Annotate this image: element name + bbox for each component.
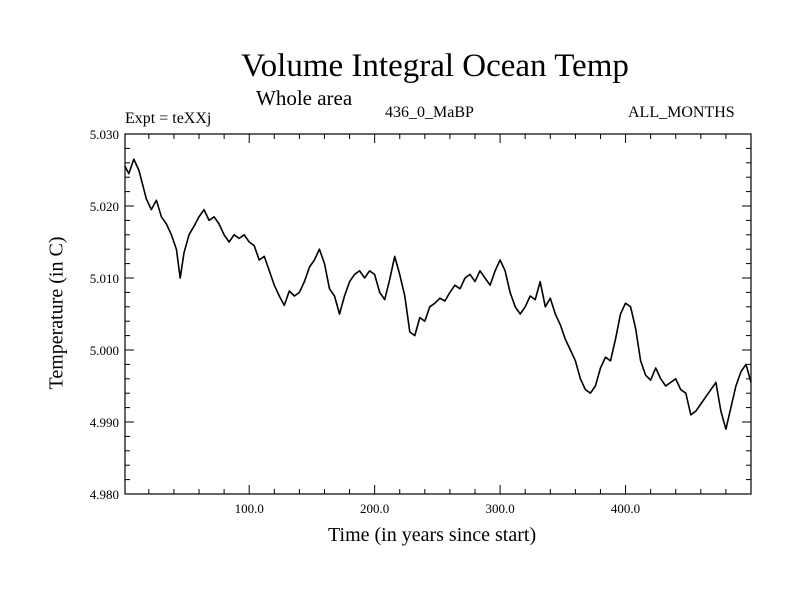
y-tick-label: 4.990 (90, 415, 119, 430)
run-label: 436_0_MaBP (385, 104, 474, 121)
series-layer (124, 158, 752, 431)
x-tick-label: 400.0 (611, 501, 640, 516)
y-tick-label: 5.030 (90, 127, 119, 142)
y-tick-label: 5.010 (90, 271, 119, 286)
y-tick-label: 5.000 (90, 343, 119, 358)
y-tick-label: 4.980 (90, 487, 119, 502)
chart-subtitle: Whole area (256, 86, 353, 110)
x-tick-label: 100.0 (235, 501, 264, 516)
experiment-label: Expt = teXXj (125, 110, 212, 127)
x-tick-label: 200.0 (360, 501, 389, 516)
series-line (124, 158, 752, 431)
chart-title: Volume Integral Ocean Temp (241, 48, 629, 84)
plot-frame (124, 133, 752, 495)
period-label: ALL_MONTHS (628, 104, 735, 121)
y-tick-label: 5.020 (90, 199, 119, 214)
axis-ticks: 100.0 200.0 300.0 400.0 4.980 4.990 5.000 5.010… (90, 127, 751, 516)
x-axis-label: Time (in years since start) (328, 524, 537, 546)
x-tick-label: 300.0 (485, 501, 514, 516)
